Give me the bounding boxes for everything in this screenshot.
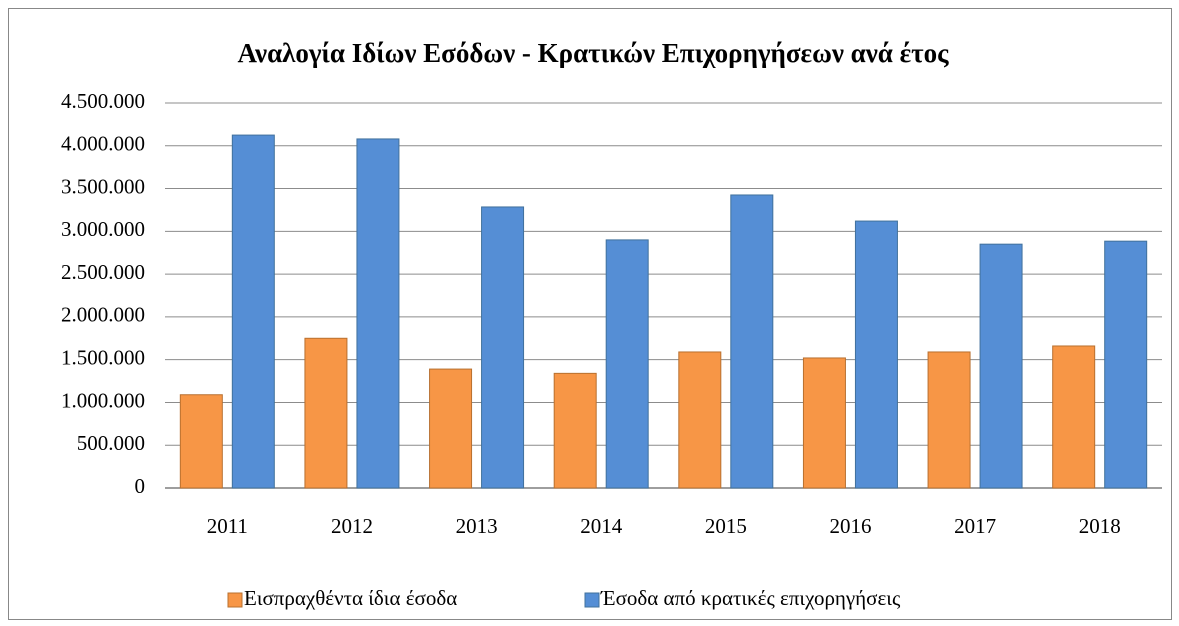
y-tick-label: 1.500.000 bbox=[61, 345, 145, 369]
chart-frame bbox=[8, 8, 1172, 620]
bar bbox=[678, 351, 722, 489]
bar bbox=[927, 351, 971, 489]
y-tick-label: 4.000.000 bbox=[61, 132, 145, 156]
bar bbox=[304, 337, 348, 489]
chart-title: Αναλογία Ιδίων Εσόδων - Κρατικών Επιχορη… bbox=[238, 38, 950, 68]
y-tick-label: 2.500.000 bbox=[61, 260, 145, 284]
x-tick-label: 2017 bbox=[954, 514, 996, 538]
bar bbox=[802, 357, 846, 489]
x-tick-label: 2018 bbox=[1079, 514, 1121, 538]
x-tick-label: 2014 bbox=[580, 514, 623, 538]
bar bbox=[605, 239, 649, 489]
bar bbox=[553, 372, 597, 489]
bar bbox=[1104, 240, 1148, 489]
legend-label: Εισπραχθέντα ίδια έσοδα bbox=[244, 586, 457, 610]
y-tick-label: 3.000.000 bbox=[61, 217, 145, 241]
bar bbox=[481, 206, 525, 489]
y-tick-label: 2.000.000 bbox=[61, 303, 145, 327]
x-tick-label: 2015 bbox=[705, 514, 747, 538]
x-tick-label: 2013 bbox=[456, 514, 498, 538]
y-tick-label: 0 bbox=[135, 474, 146, 498]
bar bbox=[854, 220, 898, 489]
legend-label: Έσοδα από κρατικές επιχορηγήσεις bbox=[600, 586, 901, 610]
x-tick-label: 2012 bbox=[331, 514, 373, 538]
y-tick-label: 1.000.000 bbox=[61, 388, 145, 412]
x-tick-label: 2016 bbox=[829, 514, 871, 538]
bar bbox=[1052, 345, 1096, 489]
legend-swatch bbox=[584, 592, 600, 608]
bar bbox=[979, 243, 1023, 489]
bar bbox=[730, 194, 774, 489]
bar bbox=[429, 368, 473, 489]
y-tick-label: 3.500.000 bbox=[61, 174, 145, 198]
legend-swatch bbox=[227, 592, 243, 608]
bar bbox=[356, 138, 400, 489]
x-tick-label: 2011 bbox=[207, 514, 248, 538]
y-tick-label: 4.500.000 bbox=[61, 89, 145, 113]
y-tick-label: 500.000 bbox=[77, 431, 145, 455]
bar bbox=[179, 394, 223, 489]
bar bbox=[231, 134, 275, 489]
